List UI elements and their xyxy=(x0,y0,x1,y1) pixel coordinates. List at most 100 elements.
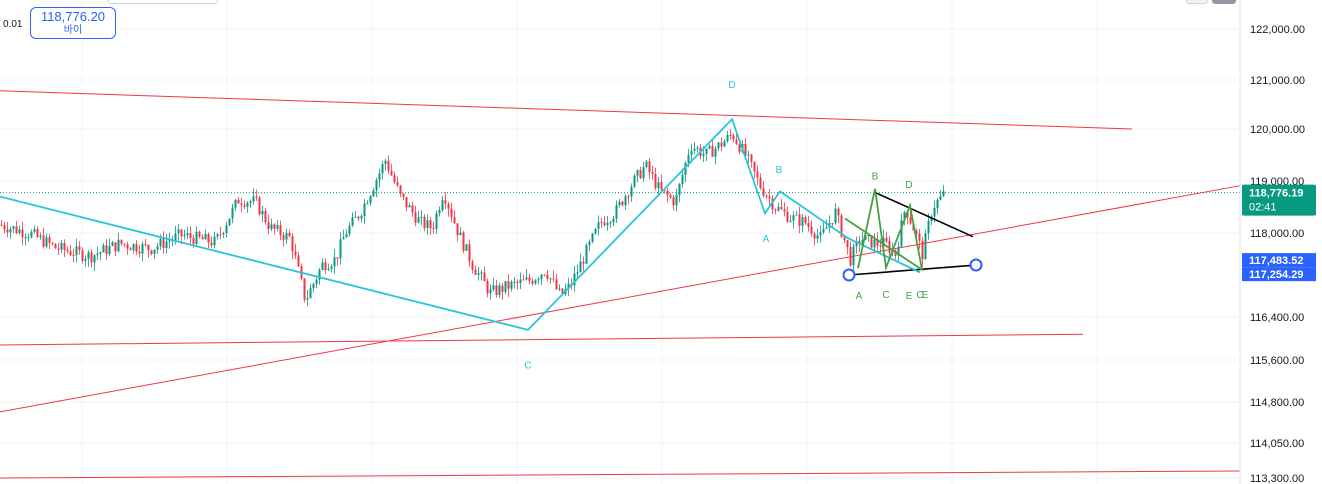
candle-body xyxy=(432,228,435,230)
drawing-handle[interactable] xyxy=(842,268,856,282)
buy-order-button[interactable]: 118,776.20 바이 xyxy=(30,7,116,39)
candle-body xyxy=(375,180,378,191)
candles xyxy=(0,129,945,307)
candle-body xyxy=(873,239,876,248)
pattern-polyline[interactable] xyxy=(844,188,924,272)
candle-body xyxy=(219,234,222,236)
candle-body xyxy=(519,279,522,283)
candle-body xyxy=(192,237,195,244)
price-tick-label: 113,300.00 xyxy=(1250,473,1304,484)
candle-body xyxy=(81,250,84,261)
trendline[interactable] xyxy=(848,264,977,276)
trendline[interactable] xyxy=(0,90,1133,130)
candle-body xyxy=(750,154,753,162)
candle-body xyxy=(525,277,528,280)
candle-body xyxy=(732,135,735,140)
lot-size: 0.01 xyxy=(3,19,23,30)
candle-body xyxy=(177,229,180,234)
pattern-point-label: E xyxy=(922,290,929,301)
candle-body xyxy=(933,208,936,217)
candle-body xyxy=(120,239,123,244)
trendline[interactable] xyxy=(874,191,974,238)
candle-body xyxy=(468,244,471,262)
candle-body xyxy=(390,170,393,176)
candle-body xyxy=(714,148,717,157)
trendline[interactable] xyxy=(0,470,1241,479)
candle-body xyxy=(690,150,693,156)
price-marker-badge[interactable] xyxy=(1242,253,1316,268)
candle-body xyxy=(498,285,501,296)
candle-body xyxy=(636,170,639,176)
candle-body xyxy=(579,261,582,273)
candle-body xyxy=(366,203,369,205)
candle-body xyxy=(783,209,786,212)
drawing-handles[interactable] xyxy=(842,258,983,282)
candle-body xyxy=(438,210,441,214)
candle-body xyxy=(645,161,648,168)
candle-body xyxy=(330,266,333,269)
candle-body xyxy=(249,201,252,203)
candle-body xyxy=(642,167,645,179)
candle-body xyxy=(261,210,264,215)
pattern-point-label: C xyxy=(882,290,889,301)
candle-body xyxy=(483,272,486,282)
candle-body xyxy=(363,203,366,217)
candle-body xyxy=(819,232,822,236)
candle-body xyxy=(393,175,396,183)
toolbar-button[interactable] xyxy=(1186,0,1208,4)
candle-body xyxy=(777,206,780,211)
candle-body xyxy=(531,280,534,284)
trendlines[interactable] xyxy=(0,90,1241,479)
candle-body xyxy=(405,197,408,208)
price-axis[interactable]: 122,000.00121,000.00120,000.00119,000.00… xyxy=(1239,0,1322,484)
candle-body xyxy=(420,216,423,218)
candle-body xyxy=(39,235,42,237)
price-tick-label: 114,800.00 xyxy=(1250,397,1304,409)
candle-body xyxy=(444,200,447,204)
candle-body xyxy=(834,208,837,224)
candle-body xyxy=(339,239,342,259)
candle-body xyxy=(831,223,834,225)
toolbar-button[interactable] xyxy=(1212,0,1236,4)
candle-body xyxy=(477,273,480,275)
candle-body xyxy=(594,228,597,234)
candle-body xyxy=(453,217,456,224)
candle-body xyxy=(780,206,783,210)
last-price-badge[interactable] xyxy=(1242,184,1316,216)
candle-body xyxy=(447,203,450,209)
candle-body xyxy=(378,173,381,181)
candle-body xyxy=(867,235,870,237)
candle-body xyxy=(354,216,357,218)
candle-body xyxy=(507,281,510,289)
candle-body xyxy=(870,235,873,248)
pattern-polyline[interactable] xyxy=(0,117,921,331)
price-marker-badge[interactable] xyxy=(1242,267,1316,282)
candle-body xyxy=(588,241,591,246)
toolbar-button[interactable] xyxy=(108,0,218,4)
candle-body xyxy=(180,229,183,237)
candle-body xyxy=(147,244,150,251)
candle-body xyxy=(342,237,345,240)
price-marker-label: 117,254.29 xyxy=(1249,269,1303,281)
candle-body xyxy=(771,198,774,210)
candle-body xyxy=(144,244,147,246)
candle-body xyxy=(135,244,138,252)
candle-body xyxy=(846,240,849,248)
trendline[interactable] xyxy=(0,185,1241,413)
candle-body xyxy=(474,269,477,275)
price-axis-background xyxy=(1240,0,1322,484)
candle-body xyxy=(504,281,507,292)
candle-body xyxy=(309,288,312,299)
drawing-handle[interactable] xyxy=(969,258,983,272)
candle-body xyxy=(48,237,51,243)
trendline[interactable] xyxy=(0,333,1084,346)
candle-body xyxy=(141,244,144,254)
candle-body xyxy=(534,280,537,284)
candle-body xyxy=(450,208,453,218)
candle-body xyxy=(660,182,663,190)
candle-body xyxy=(459,232,462,236)
candle-body xyxy=(345,234,348,238)
candle-body xyxy=(522,279,525,281)
